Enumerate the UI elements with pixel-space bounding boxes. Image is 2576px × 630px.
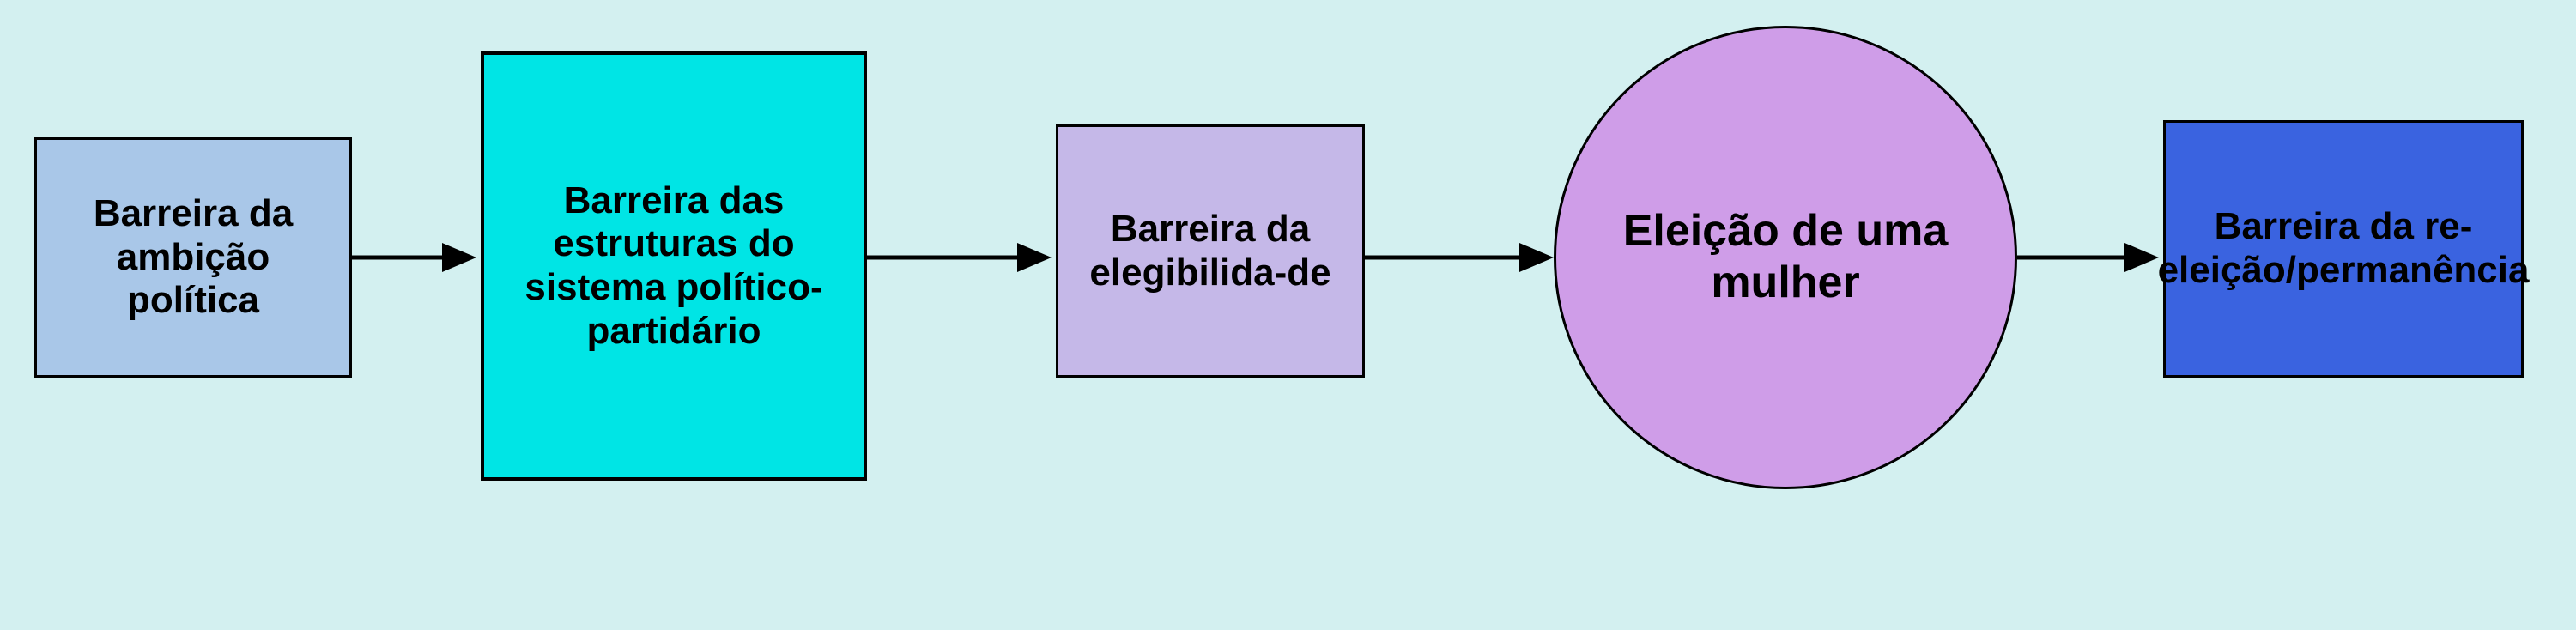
flow-node-n2: Barreira das estruturas do sistema polít… <box>481 51 867 481</box>
flowchart-canvas: Barreira da ambição política Barreira das… <box>0 0 2576 630</box>
flow-node-n3: Barreira da elegibilida-de <box>1056 124 1365 378</box>
flow-node-n4: Eleição de uma mulher <box>1554 26 2017 489</box>
arrowhead-icon <box>442 243 476 272</box>
flow-node-n1: Barreira da ambição política <box>34 137 352 378</box>
flow-node-label: Barreira das estruturas do sistema polít… <box>493 179 855 353</box>
flow-node-n5: Barreira da re-eleição/permanência <box>2163 120 2524 378</box>
flow-node-label: Eleição de uma mulher <box>1565 206 2006 309</box>
arrowhead-icon <box>1017 243 1052 272</box>
arrowhead-icon <box>2124 243 2159 272</box>
flow-node-label: Barreira da elegibilida-de <box>1067 208 1354 294</box>
flow-node-label: Barreira da ambição política <box>45 192 341 323</box>
arrowhead-icon <box>1519 243 1554 272</box>
flow-node-label: Barreira da re-eleição/permanência <box>2158 205 2530 292</box>
